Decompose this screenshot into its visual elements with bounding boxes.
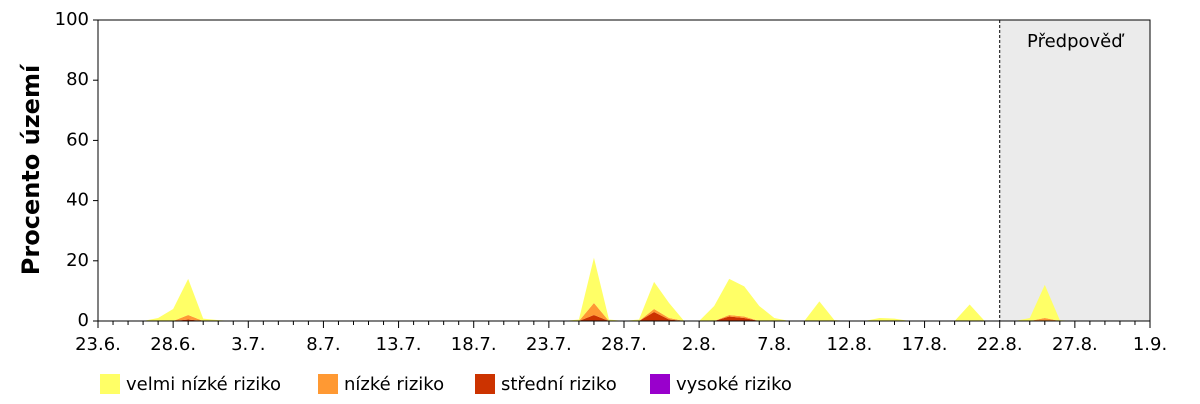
legend-swatch xyxy=(100,374,120,394)
x-tick-label: 23.7. xyxy=(526,334,572,355)
x-tick-label: 28.7. xyxy=(601,334,647,355)
legend-label: střední riziko xyxy=(501,374,617,395)
area xyxy=(98,311,1150,321)
y-tick-label: 100 xyxy=(55,9,89,30)
legend-swatch xyxy=(318,374,338,394)
x-tick-label: 1.9. xyxy=(1133,334,1167,355)
x-tick-label: 17.8. xyxy=(902,334,948,355)
plot-frame xyxy=(97,19,1151,322)
legend-swatch xyxy=(650,374,670,394)
forecast-region xyxy=(999,20,1150,321)
x-tick-label: 27.8. xyxy=(1052,334,1098,355)
x-tick-label: 18.7. xyxy=(451,334,497,355)
y-axis-label: Procento území xyxy=(17,63,45,275)
x-tick-label: 13.7. xyxy=(376,334,422,355)
x-tick-label: 2.8. xyxy=(682,334,716,355)
x-tick-label: 22.8. xyxy=(977,334,1023,355)
forecast-label: Předpověď xyxy=(1027,31,1125,52)
x-tick-label: 8.7. xyxy=(306,334,340,355)
legend-label: velmi nízké riziko xyxy=(126,374,281,395)
x-tick-label: 7.8. xyxy=(757,334,791,355)
y-tick-label: 20 xyxy=(66,250,89,271)
y-tick-label: 80 xyxy=(66,69,89,90)
legend-label: nízké riziko xyxy=(344,374,444,395)
x-tick-label: 23.6. xyxy=(75,334,121,355)
x-tick-label: 28.6. xyxy=(150,334,196,355)
y-tick-label: 0 xyxy=(78,310,89,331)
area xyxy=(98,302,1150,321)
legend-label: vysoké riziko xyxy=(676,374,792,395)
x-tick-label: 3.7. xyxy=(231,334,265,355)
y-tick-label: 40 xyxy=(66,190,89,211)
x-tick-label: 12.8. xyxy=(827,334,873,355)
area xyxy=(98,257,1150,321)
legend-swatch xyxy=(475,374,495,394)
y-tick-label: 60 xyxy=(66,129,89,150)
